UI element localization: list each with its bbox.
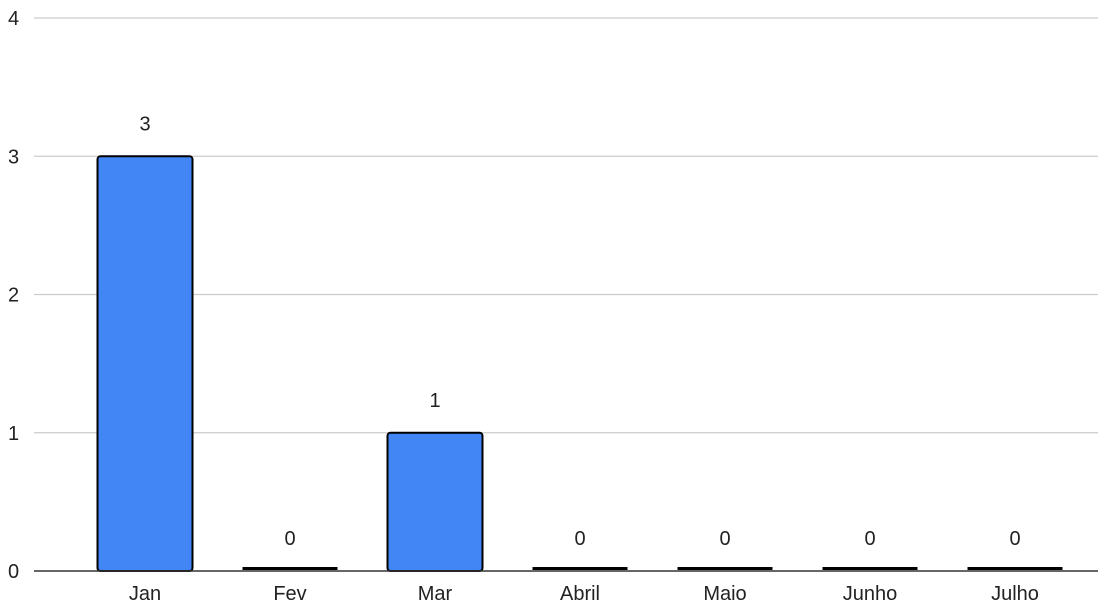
bar-fev [242,567,338,570]
bar-junho [822,567,918,570]
bars [96,155,1063,572]
x-tick-label: Maio [703,583,746,605]
data-label: 0 [719,528,730,550]
x-tick-label: Julho [991,583,1039,605]
bar-jan [96,155,194,572]
data-label: 1 [429,390,440,412]
gridlines [34,17,1098,434]
data-label: 3 [139,113,150,135]
x-axis-ticks: Jan Fev Mar Abril Maio Junho Julho [129,583,1039,605]
y-tick-label: 0 [8,561,19,583]
x-tick-label: Junho [843,583,898,605]
y-tick-label: 1 [8,423,19,445]
bar-julho [967,567,1063,570]
x-tick-label: Jan [129,583,161,605]
data-label: 0 [1009,528,1020,550]
y-tick-label: 4 [8,8,19,30]
y-tick-label: 2 [8,285,19,307]
bar-abril [532,567,628,570]
y-axis-ticks: 0 1 2 3 4 [8,8,19,583]
bar-mar [386,431,484,572]
data-label: 0 [864,528,875,550]
x-tick-label: Abril [560,583,600,605]
y-tick-label: 3 [8,146,19,168]
bar-maio [677,567,773,570]
x-tick-label: Fev [273,583,306,605]
data-labels: 3 0 1 0 0 0 0 [139,113,1020,550]
x-tick-label: Mar [418,583,453,605]
data-label: 0 [574,528,585,550]
data-label: 0 [284,528,295,550]
